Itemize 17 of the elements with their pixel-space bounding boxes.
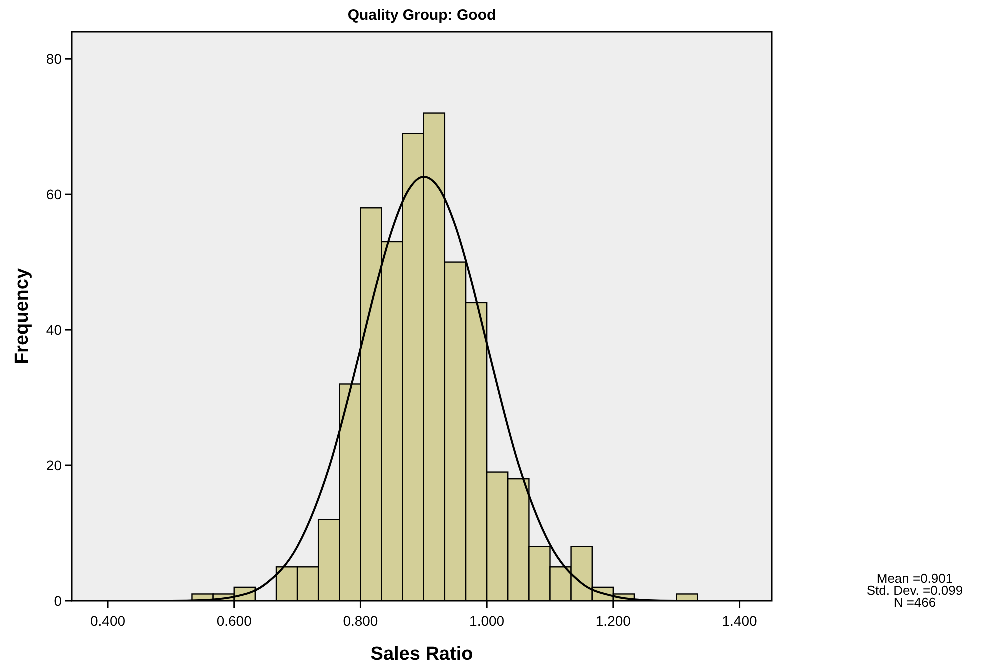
y-tick-label: 0 [54,593,62,609]
x-tick-label: 0.800 [343,613,378,629]
text: Mean =0.901 [876,571,954,586]
x-tick-label: 1.400 [722,613,758,629]
chart-title: Quality Group: Good [348,7,496,24]
x-tick-label: 1.200 [596,613,632,629]
x-tick-label: 0.400 [90,613,126,629]
x-axis-title: Sales Ratio [370,644,474,665]
y-tick-label: 60 [46,186,62,203]
y-axis-title: Frequency [12,268,33,365]
text: Std. Dev. =0.099 [866,583,964,598]
text: N =466 [894,595,936,610]
x-tick-label: 1.000 [470,613,505,629]
y-tick-label: 80 [46,51,62,68]
y-tick-label: 20 [46,458,62,474]
x-tick-label: 0.600 [216,613,252,629]
y-tick-label: 40 [46,322,62,338]
